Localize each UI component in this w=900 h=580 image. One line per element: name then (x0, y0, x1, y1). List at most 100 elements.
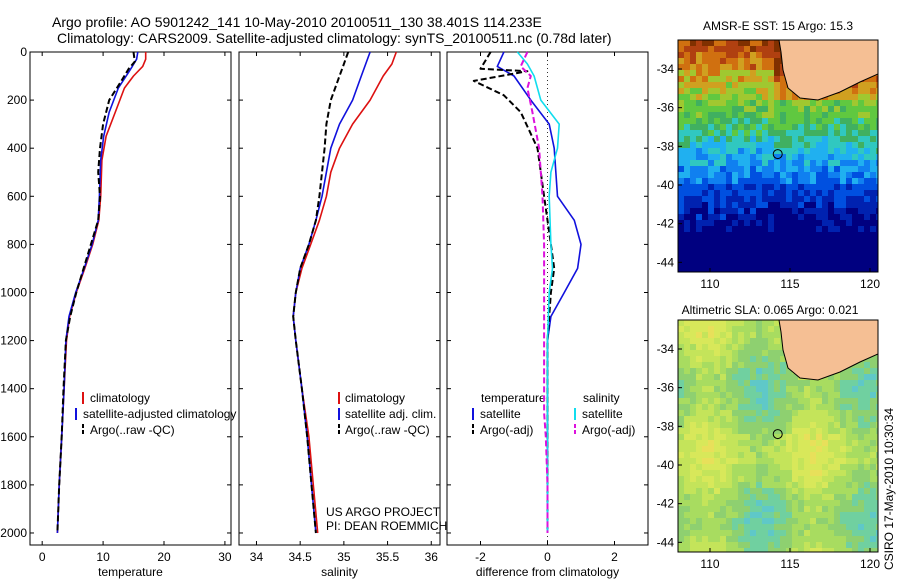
sla-grid-cell (744, 512, 751, 519)
sla-grid-cell (852, 476, 859, 483)
sla-grid-cell (792, 458, 799, 465)
sla-grid-cell (738, 476, 745, 483)
sla-grid-cell (870, 404, 877, 411)
sst-grid-cell (714, 214, 721, 221)
sst-grid-cell (744, 160, 751, 167)
sla-grid-cell (852, 392, 859, 399)
y-tick-label: 1600 (0, 430, 27, 444)
sla-grid-cell (828, 428, 835, 435)
sst-grid-cell (732, 142, 739, 149)
sla-grid-cell (822, 542, 829, 549)
sst-grid-cell (756, 208, 763, 215)
sst-grid-cell (852, 214, 859, 221)
sla-grid-cell (846, 368, 853, 375)
sst-grid-cell (696, 136, 703, 143)
sla-grid-cell (756, 470, 763, 477)
sla-grid-cell (804, 536, 811, 543)
sst-grid-cell (828, 244, 835, 251)
sst-grid-cell (744, 52, 751, 59)
sst-grid-cell (696, 130, 703, 137)
sst-grid-cell (762, 160, 769, 167)
sst-grid-cell (714, 130, 721, 137)
sla-grid-cell (870, 410, 877, 417)
sst-grid-cell (732, 214, 739, 221)
sst-grid-cell (822, 196, 829, 203)
sst-grid-cell (876, 118, 878, 125)
sst-grid-cell (816, 268, 823, 272)
sla-grid-cell (762, 338, 769, 345)
sla-grid-cell (864, 464, 871, 471)
sla-grid-cell (774, 356, 781, 363)
sst-grid-cell (864, 112, 871, 119)
sla-grid-cell (738, 464, 745, 471)
sla-grid-cell (714, 434, 721, 441)
sla-grid-cell (726, 350, 733, 357)
sla-grid-cell (678, 332, 685, 339)
sst-grid-cell (816, 142, 823, 149)
sst-grid-cell (690, 208, 697, 215)
sla-grid-cell (876, 530, 878, 537)
project-note-line-1: US ARGO PROJECT (326, 505, 441, 519)
sst-grid-cell (762, 130, 769, 137)
sla-grid-cell (708, 434, 715, 441)
sst-grid-cell (768, 124, 775, 131)
x-tick-label: 35.5 (376, 550, 400, 564)
sst-grid-cell (816, 172, 823, 179)
sla-grid-cell (840, 440, 847, 447)
difference-legend: temperature satellite Argo(-adj) salinit… (472, 391, 635, 437)
sla-grid-cell (774, 362, 781, 369)
sla-grid-cell (810, 476, 817, 483)
sst-grid-cell (714, 250, 721, 257)
sla-grid-cell (684, 458, 691, 465)
sla-grid-cell (786, 380, 793, 387)
sla-grid-cell (858, 536, 865, 543)
sla-grid-cell (822, 512, 829, 519)
sst-grid-cell (804, 202, 811, 209)
sst-grid-cell (852, 220, 859, 227)
sst-grid-cell (774, 220, 781, 227)
sla-grid-cell (750, 320, 757, 327)
sst-grid-cell (708, 130, 715, 137)
sla-grid-cell (780, 368, 787, 375)
sst-grid-cell (738, 124, 745, 131)
sla-grid-cell (768, 362, 775, 369)
sla-grid-cell (876, 536, 878, 543)
sla-grid-cell (696, 470, 703, 477)
sla-grid-cell (876, 482, 878, 489)
sst-grid-cell (834, 178, 841, 185)
sla-grid-cell (756, 536, 763, 543)
sst-grid-cell (744, 202, 751, 209)
sla-grid-cell (750, 458, 757, 465)
sst-grid-cell (708, 214, 715, 221)
sla-grid-cell (744, 320, 751, 327)
sst-grid-cell (702, 142, 709, 149)
sst-grid-cell (768, 256, 775, 263)
sst-grid-cell (852, 124, 859, 131)
sla-grid-cell (876, 374, 878, 381)
sst-grid-cell (726, 214, 733, 221)
sst-grid-cell (714, 58, 721, 65)
sla-grid-cell (726, 386, 733, 393)
sst-grid-cell (780, 178, 787, 185)
sst-grid-cell (696, 154, 703, 161)
sst-grid-cell (786, 208, 793, 215)
sst-grid-cell (822, 178, 829, 185)
legend-group-title-temperature: temperature (481, 391, 546, 405)
sst-grid-cell (792, 94, 799, 101)
sla-grid-cell (696, 332, 703, 339)
sst-grid-cell (750, 46, 757, 53)
sst-grid-cell (864, 250, 871, 257)
sst-grid-cell (768, 160, 775, 167)
sla-grid-cell (744, 446, 751, 453)
sst-grid-cell (678, 238, 685, 245)
sla-grid-cell (876, 356, 878, 363)
sla-grid-cell (756, 338, 763, 345)
sst-grid-cell (786, 112, 793, 119)
sst-grid-cell (840, 94, 847, 101)
sst-grid-cell (786, 88, 793, 95)
sst-grid-cell (780, 142, 787, 149)
sla-grid-cell (786, 386, 793, 393)
sla-grid-cell (768, 518, 775, 525)
sla-grid-cell (834, 536, 841, 543)
sla-grid-cell (810, 422, 817, 429)
